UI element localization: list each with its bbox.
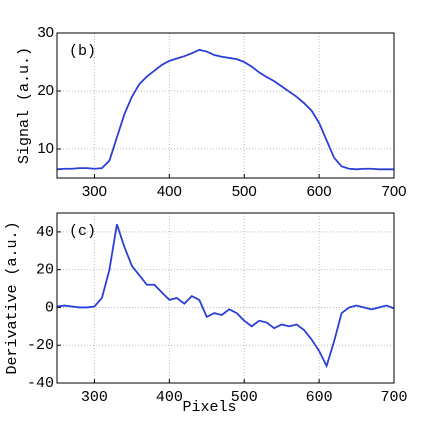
panel-label: (b) [69,43,96,60]
data-line [56,224,395,369]
y-axis-label: Signal (a.u.) [16,47,33,164]
x-tick-label: 300 [82,183,107,200]
panel-label: (c) [69,223,96,240]
y-tick-label: 40 [36,224,54,241]
y-tick-label: -20 [27,337,54,354]
data-line [56,48,394,171]
y-axis-label: Derivative (a.u.) [4,221,21,374]
x-tick-label: 400 [156,389,183,406]
y-tick-label: -40 [27,375,54,392]
x-tick-label: 600 [307,183,332,200]
axes-frame [56,32,395,179]
y-tick-label: 10 [37,140,54,157]
axes-frame [56,212,395,384]
y-tick-label: 0 [45,299,54,316]
y-tick-label: 30 [37,24,54,41]
x-tick-label: 300 [81,389,108,406]
y-tick-label: 20 [36,262,54,279]
x-axis-label: Pixels [182,399,236,416]
x-tick-label: 400 [157,183,182,200]
x-tick-label: 700 [380,389,407,406]
x-tick-label: 500 [232,183,257,200]
x-tick-label: 600 [306,389,333,406]
y-tick-label: 20 [37,82,54,99]
x-tick-label: 500 [231,389,258,406]
x-tick-label: 700 [381,183,406,200]
